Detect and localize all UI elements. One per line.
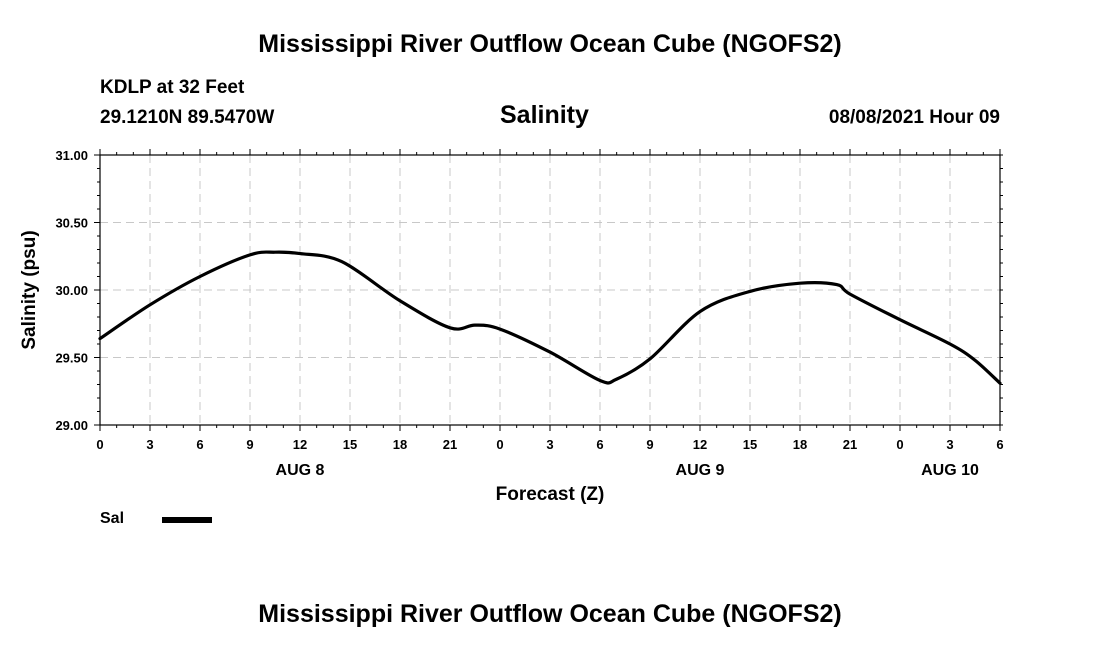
x-tick-label: 6: [596, 437, 603, 452]
x-tick-label: 18: [793, 437, 807, 452]
chart-title-bottom: Mississippi River Outflow Ocean Cube (NG…: [258, 600, 842, 628]
x-tick-label: 9: [246, 437, 253, 452]
x-tick-label: 6: [996, 437, 1003, 452]
x-tick-label: 21: [843, 437, 857, 452]
y-tick-label: 30.00: [55, 283, 88, 298]
x-tick-label: 12: [693, 437, 707, 452]
x-axis-title: Forecast (Z): [496, 484, 605, 505]
x-tick-label: 21: [443, 437, 457, 452]
y-tick-label: 29.00: [55, 418, 88, 433]
x-day-label: AUG 8: [276, 462, 325, 479]
chart-title-top: Mississippi River Outflow Ocean Cube (NG…: [258, 30, 842, 58]
x-tick-label: 15: [343, 437, 357, 452]
x-day-label: AUG 9: [676, 462, 725, 479]
x-tick-label: 6: [196, 437, 203, 452]
x-tick-label: 3: [946, 437, 953, 452]
legend-swatch: [162, 517, 212, 523]
station-label: KDLP at 32 Feet: [100, 77, 245, 98]
plot-frame: [99, 154, 1001, 426]
x-tick-label: 3: [146, 437, 153, 452]
y-tick-label: 29.50: [55, 351, 88, 366]
x-tick-label: 0: [496, 437, 503, 452]
variable-title: Salinity: [500, 101, 589, 129]
y-axis-title: Salinity (psu): [19, 230, 40, 349]
x-day-label: AUG 10: [921, 462, 979, 479]
x-tick-label: 15: [743, 437, 757, 452]
y-tick-label: 30.50: [55, 216, 88, 231]
x-tick-label: 0: [896, 437, 903, 452]
x-tick-label: 18: [393, 437, 407, 452]
station-coordinates: 29.1210N 89.5470W: [100, 107, 275, 128]
series-line-sal: [98, 250, 1002, 385]
legend-label: Sal: [100, 510, 125, 527]
x-tick-label: 9: [646, 437, 653, 452]
y-tick-label: 31.00: [55, 148, 88, 163]
x-tick-label: 3: [546, 437, 553, 452]
x-tick-label: 12: [293, 437, 307, 452]
forecast-datetime: 08/08/2021 Hour 09: [828, 107, 1000, 128]
x-tick-label: 0: [96, 437, 103, 452]
